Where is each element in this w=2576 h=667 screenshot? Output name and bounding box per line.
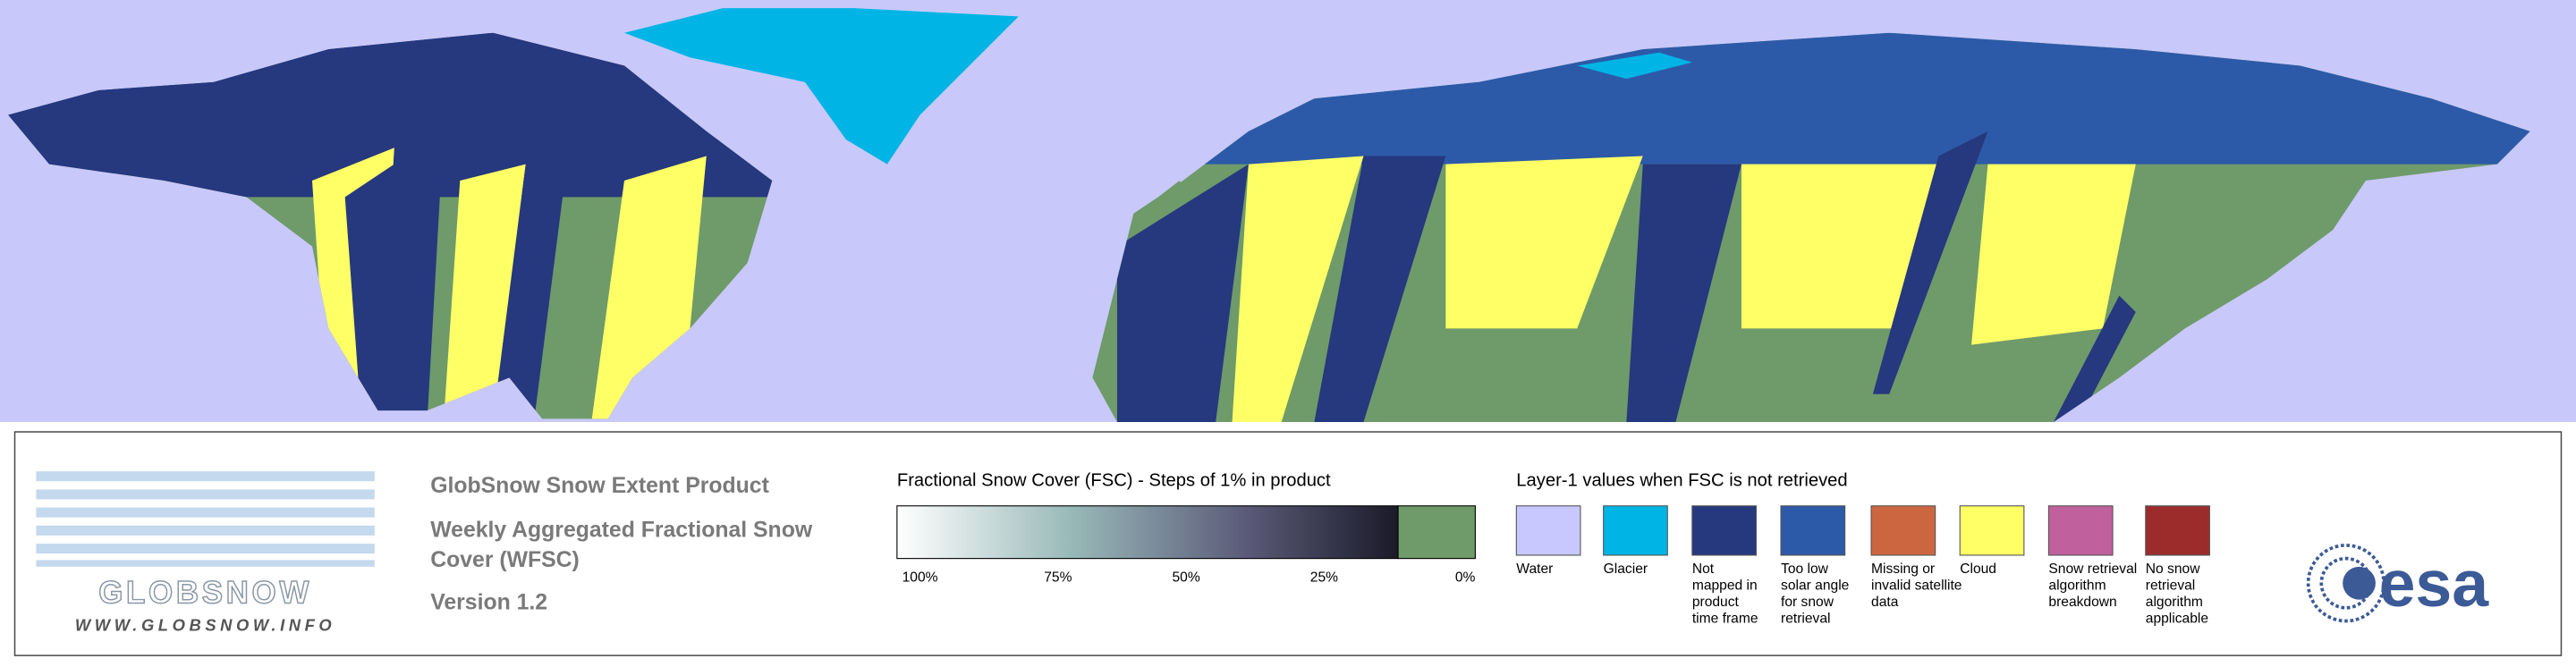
layer1-swatch — [2145, 505, 2210, 556]
layer1-label: Snow retrieval — [2048, 561, 2137, 577]
layer1-label: for snow — [1781, 595, 1835, 610]
fsc-zero — [1397, 505, 1476, 560]
layer1-label: solar angle — [1781, 578, 1849, 594]
fsc-tick-label: 75% — [1044, 570, 1072, 585]
logo-url: WWW.GLOBSNOW.INFO — [75, 616, 335, 635]
layer1-swatch — [1515, 505, 1581, 556]
product-title: GlobSnow Snow Extent Product — [430, 474, 769, 498]
layer1-swatch — [1959, 505, 2025, 556]
layer1-swatch — [1870, 505, 1936, 556]
layer1-swatch — [1603, 505, 1668, 556]
layer1-swatch — [1691, 505, 1758, 556]
layer1-label: retrieval — [2146, 578, 2195, 594]
layer1-label: Cloud — [1960, 561, 1996, 577]
layer1-label: Glacier — [1604, 561, 1648, 577]
snow-map — [0, 0, 2576, 422]
layer1-label: algorithm — [2048, 578, 2106, 594]
layer1-label: breakdown — [2048, 595, 2116, 610]
layer1-label: mapped in — [1692, 578, 1758, 594]
legend-panel: GLOBSNOW WWW.GLOBSNOW.INFO GlobSnow Snow… — [13, 431, 2563, 656]
logo — [36, 471, 375, 567]
layer1-label: Water — [1516, 561, 1553, 577]
layer1-title: Layer-1 values when FSC is not retrieved — [1516, 471, 1847, 491]
esa-name: esa — [2379, 546, 2490, 621]
glacier — [1577, 52, 1692, 80]
layer1-label: Not — [1692, 561, 1715, 577]
layer1-label: invalid satellite — [1871, 578, 1962, 594]
layer1-label: Too low — [1781, 561, 1829, 577]
layer1-swatch — [2047, 505, 2114, 556]
product-subtitle: Cover (WFSC) — [430, 548, 580, 572]
fsc-gradient — [896, 505, 1399, 560]
layer1-label: No snow — [2146, 561, 2200, 577]
layer1-swatch — [1780, 505, 1846, 556]
layer1-label: data — [1871, 595, 1899, 610]
layer1-label: time frame — [1692, 611, 1758, 626]
fsc-tick-label: 25% — [1310, 570, 1338, 585]
layer1-label: Missing or — [1871, 561, 1935, 577]
layer1-label: retrieval — [1781, 611, 1830, 626]
fsc-tick-label: 50% — [1173, 570, 1200, 585]
greenland-glacier — [623, 8, 1019, 165]
fsc-tick-label: 0% — [1455, 570, 1476, 585]
fsc-tick-label: 100% — [902, 570, 938, 585]
product-subtitle: Weekly Aggregated Fractional Snow — [430, 519, 813, 543]
fsc-title: Fractional Snow Cover (FSC) - Steps of 1… — [897, 471, 1331, 491]
esa-logo — [2306, 544, 2385, 623]
layer1-label: algorithm — [2146, 595, 2203, 610]
logo-name: GLOBSNOW — [98, 575, 312, 610]
layer1-label: product — [1692, 595, 1740, 610]
layer1-label: applicable — [2146, 611, 2208, 626]
product-version: Version 1.2 — [430, 591, 547, 615]
